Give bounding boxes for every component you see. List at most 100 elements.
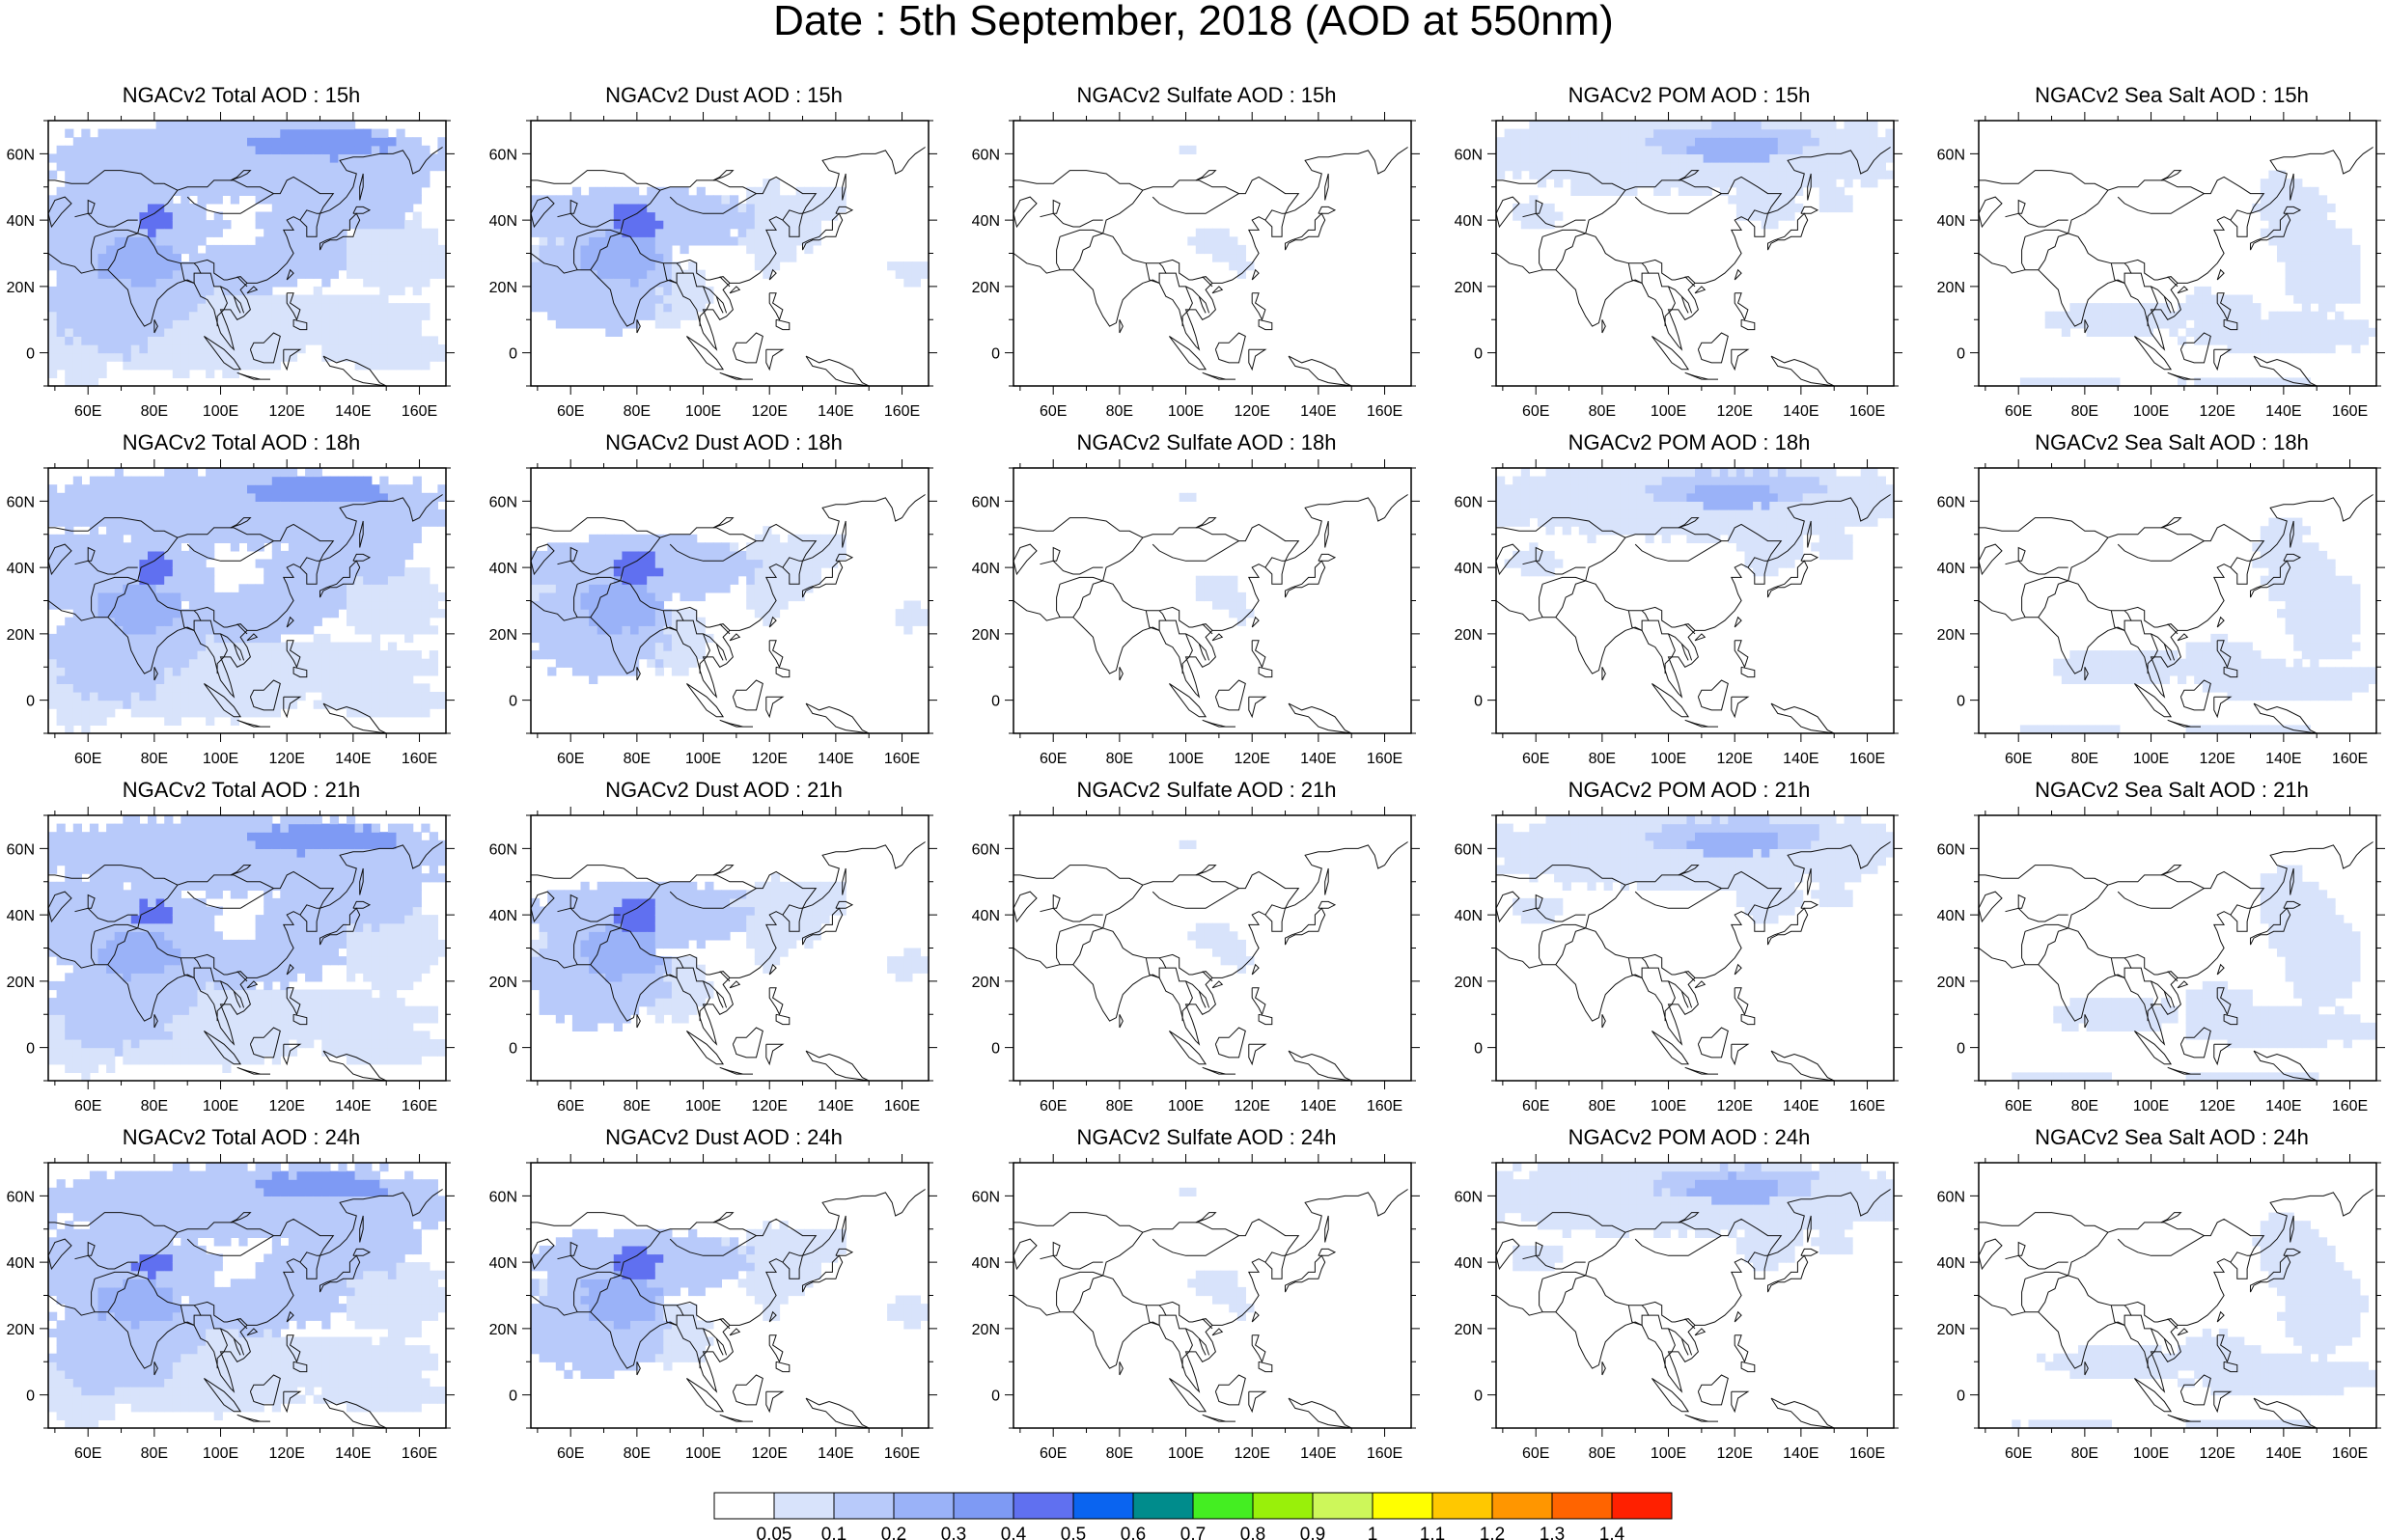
aod-cell [329,484,339,494]
aod-cell [412,692,422,701]
aod-cell [580,311,590,320]
aod-cell [329,700,339,709]
aod-cell [671,294,681,304]
aod-cell [296,658,306,668]
aod-cell [539,591,548,602]
aod-cell [89,667,99,676]
aod-cell [663,195,673,205]
aod-cell [197,186,207,196]
aod-cell [412,575,422,585]
aod-cell [696,203,706,213]
aod-cell [1537,170,1547,179]
aod-cell [571,667,582,676]
aod-cell [1852,162,1862,172]
aod-cell [288,683,298,693]
aod-cell [1645,492,1654,502]
aod-cell [347,244,356,255]
aod-cell [371,278,380,288]
aod-cell [188,517,199,527]
aod-cell [547,650,557,660]
aod-cell [81,195,91,205]
aod-cell [347,550,356,561]
aod-cell [354,303,364,313]
aod-cell [654,244,664,255]
aod-cell [630,617,640,626]
aod-cell [1554,484,1564,494]
aod-cell [238,468,248,478]
aod-cell [1554,153,1564,163]
aod-cell [197,211,207,221]
aod-cell [338,484,347,494]
aod-cell [296,617,306,626]
aod-cell [404,667,414,676]
aod-cell [222,468,232,478]
aod-cell [206,195,215,205]
aod-cell [539,600,548,610]
aod-cell [123,352,132,362]
aod-cell [1670,128,1679,138]
aod-cell [329,476,339,485]
aod-cell [1661,476,1671,485]
aod-cell [114,327,124,337]
aod-cell [2326,303,2336,313]
aod-cell [730,236,739,246]
aod-cell [2285,327,2294,337]
aod-cell [139,517,149,527]
aod-cell [247,311,257,320]
aod-cell [663,609,673,619]
aod-cell [139,319,149,329]
aod-cell [1645,526,1654,536]
aod-cell [188,476,199,485]
aod-cell [363,600,373,610]
aod-cell [2293,269,2303,279]
aod-cell [1620,145,1629,154]
aod-cell [56,162,66,172]
aod-cell [139,559,149,568]
aod-cell [663,534,673,543]
aod-cell [396,667,405,676]
aod-cell [705,236,714,246]
map-outline [842,173,847,201]
aod-cell [271,617,281,626]
aod-cell [2310,261,2319,271]
aod-cell [271,179,281,188]
aod-cell [1769,509,1779,519]
aod-cell [622,269,631,279]
aod-cell [329,261,339,271]
aod-cell [2235,319,2245,329]
aod-cell [230,716,239,726]
aod-cell [271,269,281,279]
aod-cell [1513,509,1522,519]
aod-cell [630,584,640,593]
aod-cell [130,708,140,718]
aod-cell [313,642,322,651]
aod-cell [795,186,805,196]
aod-cell [1844,153,1853,163]
aod-cell [271,550,281,561]
aod-cell [754,542,763,552]
aod-cell [1496,145,1506,154]
aod-cell [1719,170,1729,179]
map-outline [805,355,870,387]
aod-cell [238,261,248,271]
aod-cell [296,683,306,693]
aod-cell [1686,517,1696,527]
aod-cell [580,642,590,651]
aod-cell [106,195,116,205]
aod-cell [139,534,149,543]
aod-cell [1603,492,1613,502]
aod-cell [1513,476,1522,485]
aod-cell [222,121,232,130]
aod-cell [222,517,232,527]
aod-cell [412,683,422,693]
aod-cell [97,369,107,378]
aod-cell [555,278,565,288]
map-outline [1040,560,1103,575]
lon-tick-label: 100E [203,403,238,420]
aod-cell [1504,145,1513,154]
panel-title: NGACv2 POM AOD : 15h [1568,83,1811,107]
map-outline [1013,196,1038,229]
aod-cell [305,591,315,602]
aod-cell [305,517,315,527]
aod-cell [404,692,414,701]
